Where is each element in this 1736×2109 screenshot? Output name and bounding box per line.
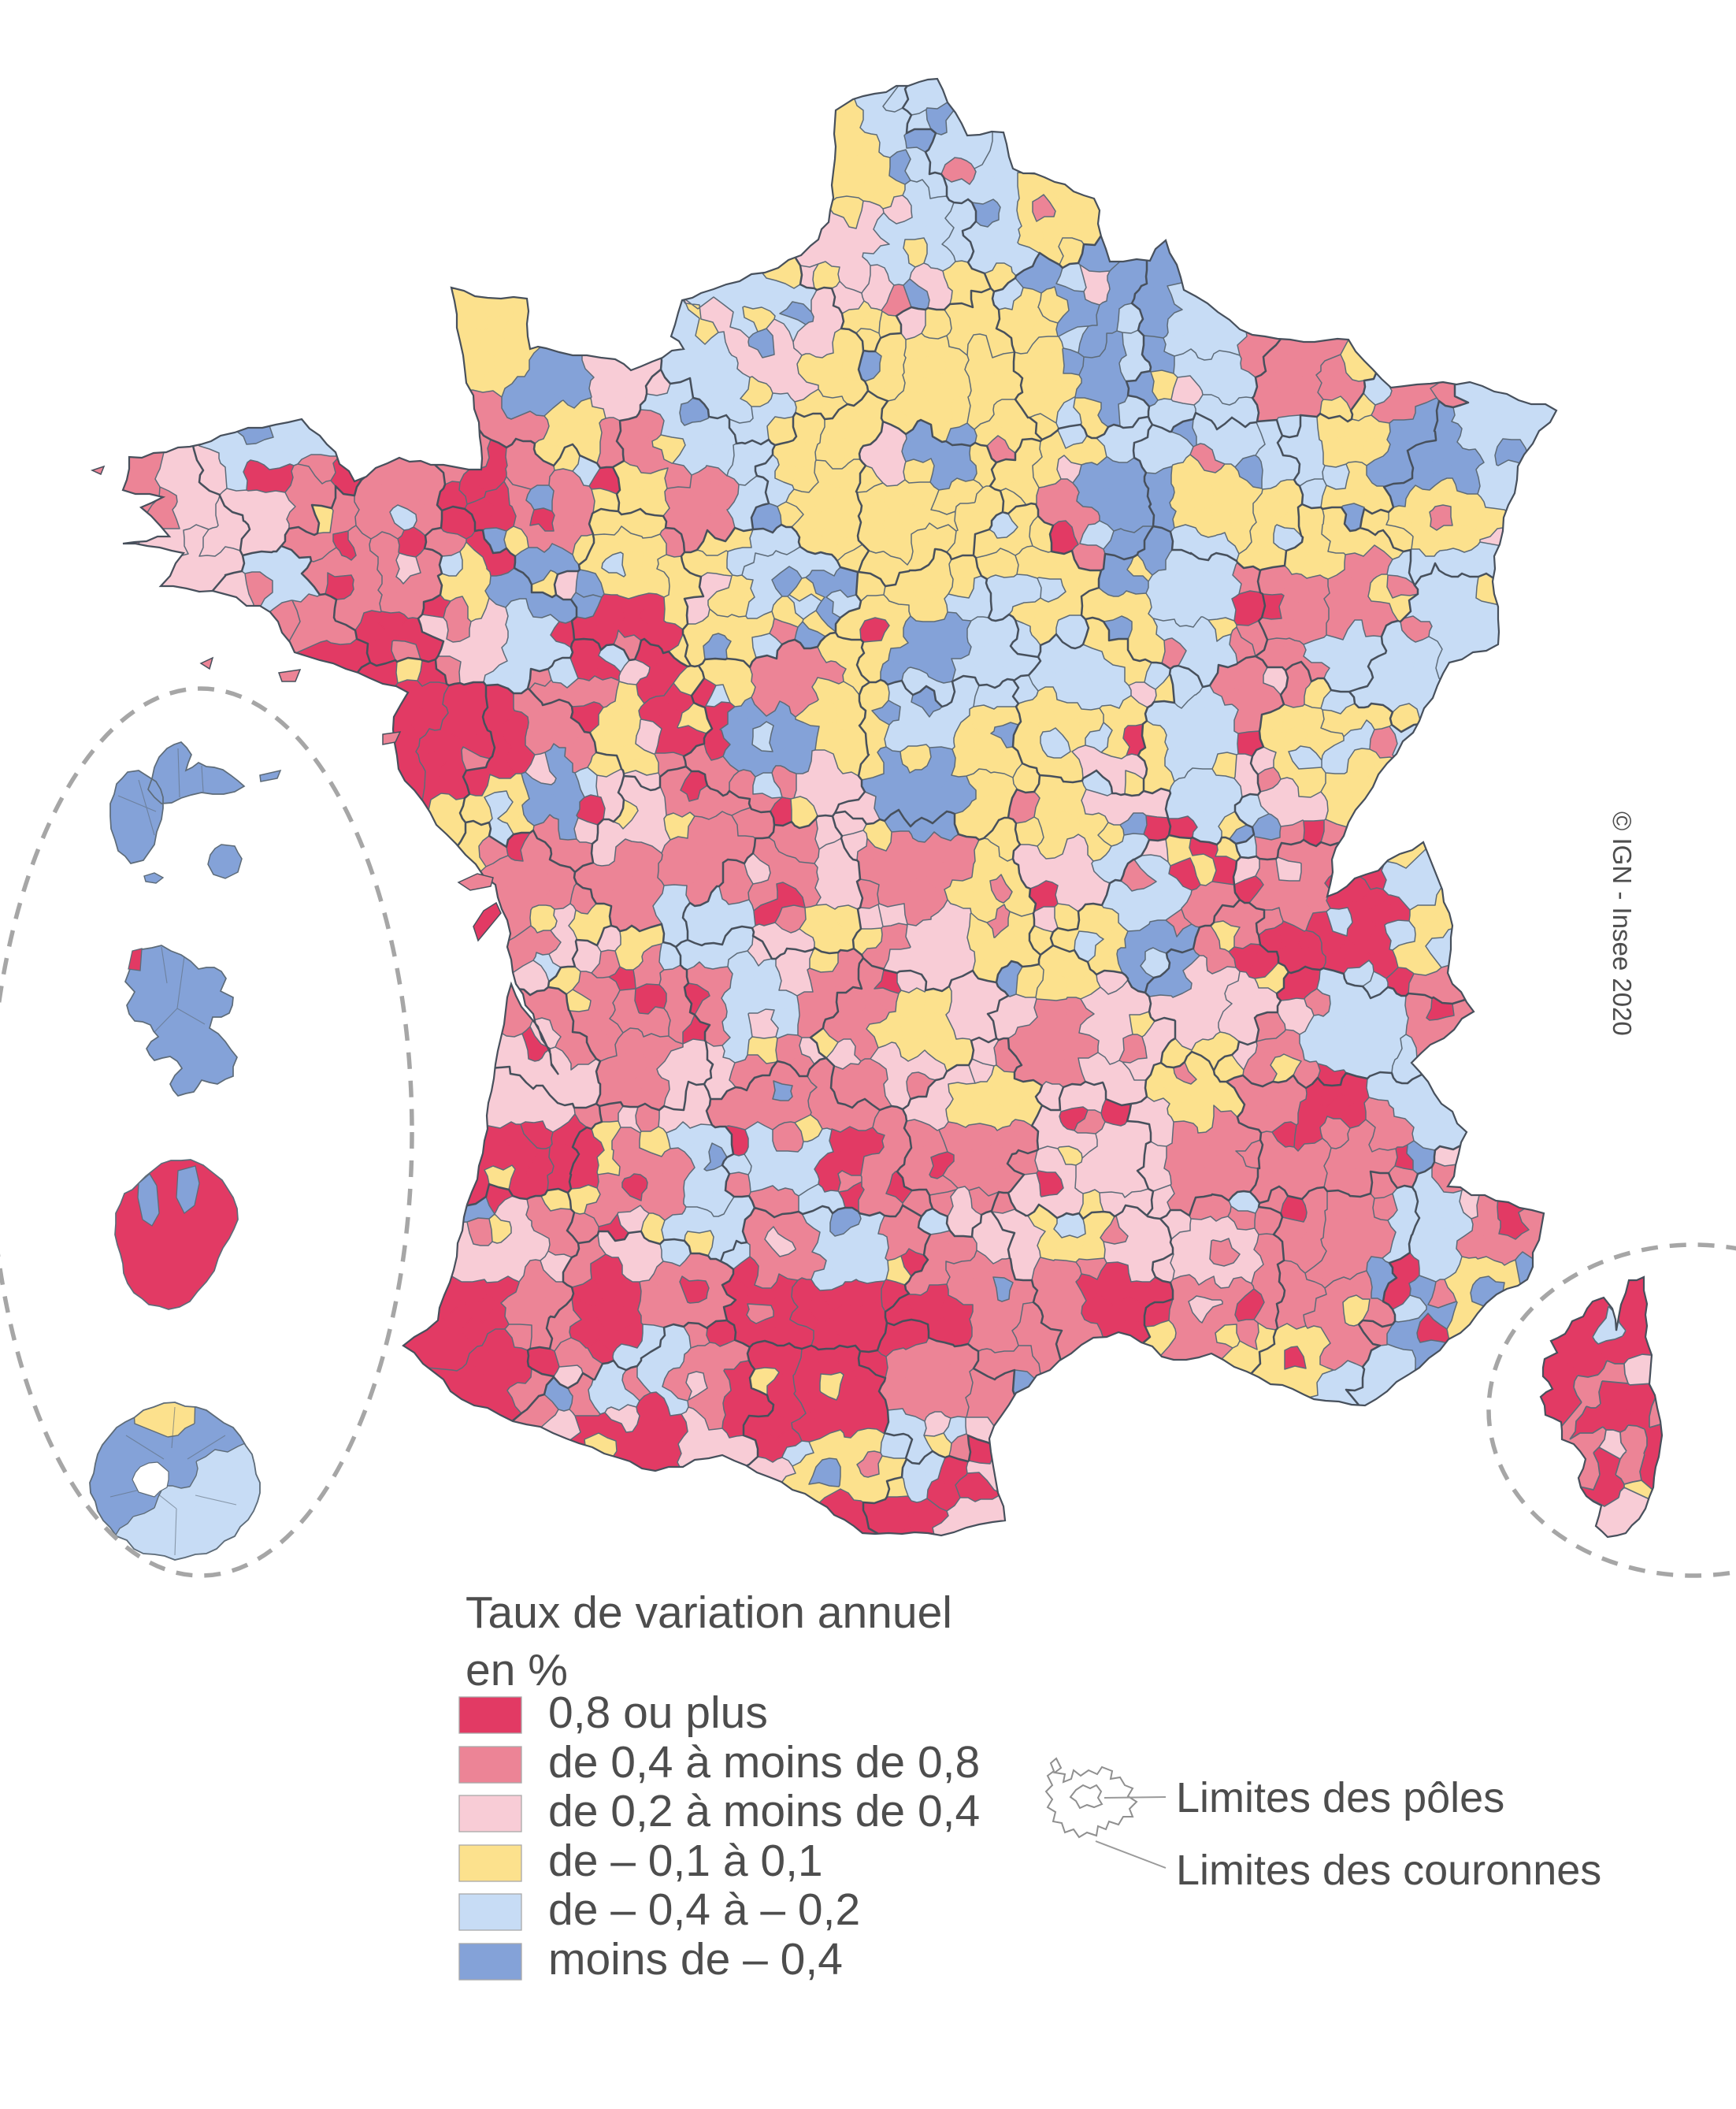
svg-text:de 0,4 à moins de 0,8: de 0,4 à moins de 0,8 [548,1737,980,1788]
svg-text:de 0,2 à moins de 0,4: de 0,2 à moins de 0,4 [548,1786,980,1836]
svg-text:Limites des couronnes: Limites des couronnes [1176,1847,1601,1894]
svg-text:de – 0,4 à – 0,2: de – 0,4 à – 0,2 [548,1884,860,1935]
svg-text:Limites des pôles: Limites des pôles [1176,1774,1504,1821]
svg-text:0,8 ou plus: 0,8 ou plus [548,1688,768,1738]
svg-text:© IGN - Insee 2020: © IGN - Insee 2020 [1608,811,1637,1036]
svg-text:moins de – 0,4: moins de – 0,4 [548,1934,843,1985]
svg-text:de – 0,1 à 0,1: de – 0,1 à 0,1 [548,1836,823,1886]
svg-text:en %: en % [466,1645,568,1695]
svg-text:Taux de variation annuel: Taux de variation annuel [466,1587,952,1638]
